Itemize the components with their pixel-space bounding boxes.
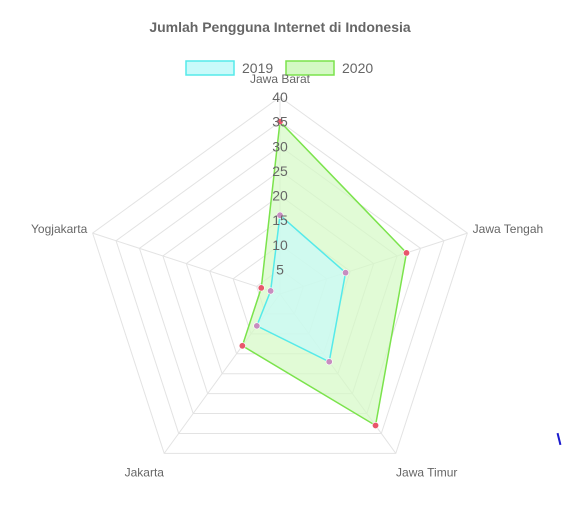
legend: 2019 2020 xyxy=(185,60,373,76)
data-point-2019 xyxy=(267,287,275,295)
category-labels: Jawa Barat Jawa Tengah Jawa Timur Jakarta Yo… xyxy=(31,72,543,480)
grid-ring xyxy=(92,96,468,454)
category-label: Yogjakarta xyxy=(31,222,88,236)
data-point-2020 xyxy=(402,249,410,257)
radar-series xyxy=(238,118,410,429)
grid-ring xyxy=(115,121,445,434)
tick-label: 35 xyxy=(272,114,288,130)
legend-label-2019: 2019 xyxy=(242,60,273,76)
data-point-2019 xyxy=(342,269,350,277)
data-point-2020 xyxy=(276,118,284,126)
data-point-2020 xyxy=(372,421,380,429)
category-label: Jakarta xyxy=(125,466,165,480)
data-point-2019 xyxy=(325,358,333,366)
tick-label: 20 xyxy=(272,188,288,204)
legend-swatch-2020 xyxy=(285,60,335,76)
category-label: Jawa Barat xyxy=(250,72,311,86)
radial-ticks: 5 10 15 20 25 30 35 40 xyxy=(272,89,288,277)
chart-title: Jumlah Pengguna Internet di Indonesia xyxy=(149,19,411,35)
category-label: Jawa Timur xyxy=(396,466,457,480)
series-area-2019 xyxy=(255,213,347,363)
category-label: Jawa Tengah xyxy=(473,222,544,236)
data-point-2019 xyxy=(253,322,261,330)
tick-label: 10 xyxy=(272,237,288,253)
tick-label: 25 xyxy=(272,163,288,179)
legend-swatch-2019 xyxy=(185,60,235,76)
tick-label: 15 xyxy=(272,212,288,228)
tick-label: 40 xyxy=(272,89,288,105)
tick-label: 5 xyxy=(276,261,284,277)
grid-ring xyxy=(138,145,422,415)
tick-label: 30 xyxy=(272,138,288,154)
data-point-2020 xyxy=(257,284,265,292)
grid-spoke xyxy=(92,232,281,295)
data-point-2020 xyxy=(238,342,246,350)
legend-label-2020: 2020 xyxy=(342,60,373,76)
data-point-2019 xyxy=(276,211,284,219)
